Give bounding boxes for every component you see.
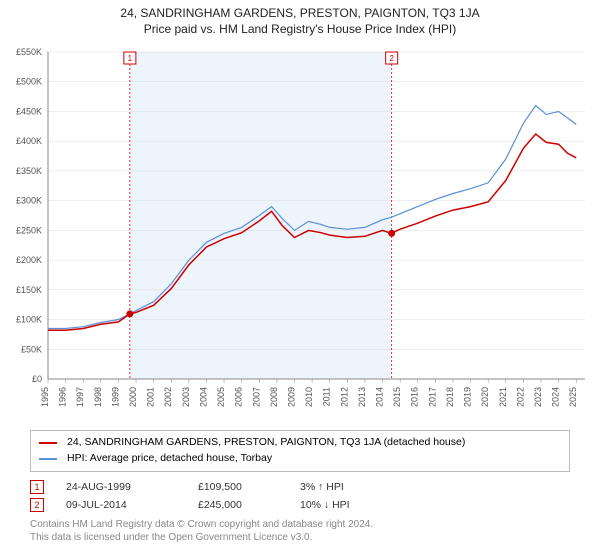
x-tick-label: 2004: [198, 387, 208, 407]
y-tick-label: £250K: [16, 225, 42, 235]
x-tick-label: 2025: [568, 387, 578, 407]
x-tick-label: 2017: [427, 387, 437, 407]
y-tick-label: £50K: [21, 344, 42, 354]
x-tick-label: 2020: [480, 387, 490, 407]
chart-container: 24, SANDRINGHAM GARDENS, PRESTON, PAIGNT…: [0, 0, 600, 560]
x-tick-label: 2008: [269, 387, 279, 407]
x-tick-label: 1998: [93, 387, 103, 407]
x-tick-label: 2012: [339, 387, 349, 407]
x-tick-label: 2002: [163, 387, 173, 407]
chart-title: 24, SANDRINGHAM GARDENS, PRESTON, PAIGNT…: [0, 6, 600, 20]
x-tick-label: 2007: [251, 387, 261, 407]
x-tick-label: 2015: [392, 387, 402, 407]
transaction-pct: 10% ↓ HPI: [300, 499, 350, 511]
x-tick-label: 1995: [40, 387, 50, 407]
y-tick-label: £550K: [16, 47, 42, 57]
legend-label: HPI: Average price, detached house, Torb…: [67, 451, 272, 467]
marker-box-label: 1: [128, 54, 133, 63]
marker-box-label: 2: [389, 54, 394, 63]
x-tick-label: 1996: [58, 387, 68, 407]
transaction-row: 1 24-AUG-1999 £109,500 3% ↑ HPI: [30, 480, 570, 494]
y-tick-label: £100K: [16, 315, 42, 325]
x-tick-label: 2021: [498, 387, 508, 407]
x-tick-label: 2005: [216, 387, 226, 407]
legend-swatch: [39, 458, 57, 460]
y-tick-label: £300K: [16, 196, 42, 206]
transactions-table: 1 24-AUG-1999 £109,500 3% ↑ HPI 2 09-JUL-2014…: [30, 480, 570, 512]
attribution-line1: Contains HM Land Registry data © Crown c…: [30, 518, 570, 532]
x-tick-label: 2019: [463, 387, 473, 407]
y-tick-label: £400K: [16, 136, 42, 146]
x-tick-label: 2001: [146, 387, 156, 407]
x-tick-label: 2013: [357, 387, 367, 407]
y-tick-label: £200K: [16, 255, 42, 265]
transaction-date: 09-JUL-2014: [66, 499, 176, 511]
y-tick-label: £450K: [16, 106, 42, 116]
x-tick-label: 2024: [551, 387, 561, 407]
y-tick-label: £150K: [16, 285, 42, 295]
y-tick-label: £500K: [16, 77, 42, 87]
transaction-pct: 3% ↑ HPI: [300, 481, 344, 493]
attribution-line2: This data is licensed under the Open Gov…: [30, 531, 570, 545]
x-tick-label: 1997: [75, 387, 85, 407]
transaction-marker: 1: [30, 480, 44, 494]
x-tick-label: 2011: [322, 387, 332, 406]
chart-svg: £0 £50K £100K £150K £200K £250K £300K £350K £400…: [0, 44, 600, 424]
transaction-price: £109,500: [198, 481, 278, 493]
x-tick-label: 2010: [304, 387, 314, 407]
x-tick-label: 2014: [375, 387, 385, 407]
x-tick-label: 2003: [181, 387, 191, 407]
y-tick-label: £350K: [16, 166, 42, 176]
marker-dot: [388, 230, 395, 237]
attribution: Contains HM Land Registry data © Crown c…: [30, 518, 570, 545]
footer-block: 24, SANDRINGHAM GARDENS, PRESTON, PAIGNT…: [30, 430, 570, 545]
chart-subtitle: Price paid vs. HM Land Registry's House …: [0, 22, 600, 36]
legend-row: 24, SANDRINGHAM GARDENS, PRESTON, PAIGNT…: [39, 435, 561, 451]
marker-dot: [126, 310, 133, 317]
y-tick-label: £0: [32, 374, 42, 384]
transaction-price: £245,000: [198, 499, 278, 511]
legend-box: 24, SANDRINGHAM GARDENS, PRESTON, PAIGNT…: [30, 430, 570, 472]
x-tick-label: 2009: [286, 387, 296, 407]
legend-row: HPI: Average price, detached house, Torb…: [39, 451, 561, 467]
x-tick-label: 2006: [234, 387, 244, 407]
shaded-band: [130, 52, 391, 379]
title-block: 24, SANDRINGHAM GARDENS, PRESTON, PAIGNT…: [0, 0, 600, 36]
x-tick-label: 2018: [445, 387, 455, 407]
legend-label: 24, SANDRINGHAM GARDENS, PRESTON, PAIGNT…: [67, 435, 465, 451]
transaction-row: 2 09-JUL-2014 £245,000 10% ↓ HPI: [30, 498, 570, 512]
legend-swatch: [39, 442, 57, 444]
x-tick-label: 2016: [410, 387, 420, 407]
x-tick-label: 1999: [110, 387, 120, 407]
x-tick-label: 2023: [533, 387, 543, 407]
x-tick-label: 2000: [128, 387, 138, 407]
chart-area: £0 £50K £100K £150K £200K £250K £300K £350K £400…: [0, 44, 600, 424]
transaction-date: 24-AUG-1999: [66, 481, 176, 493]
x-tick-label: 2022: [515, 387, 525, 407]
transaction-marker: 2: [30, 498, 44, 512]
